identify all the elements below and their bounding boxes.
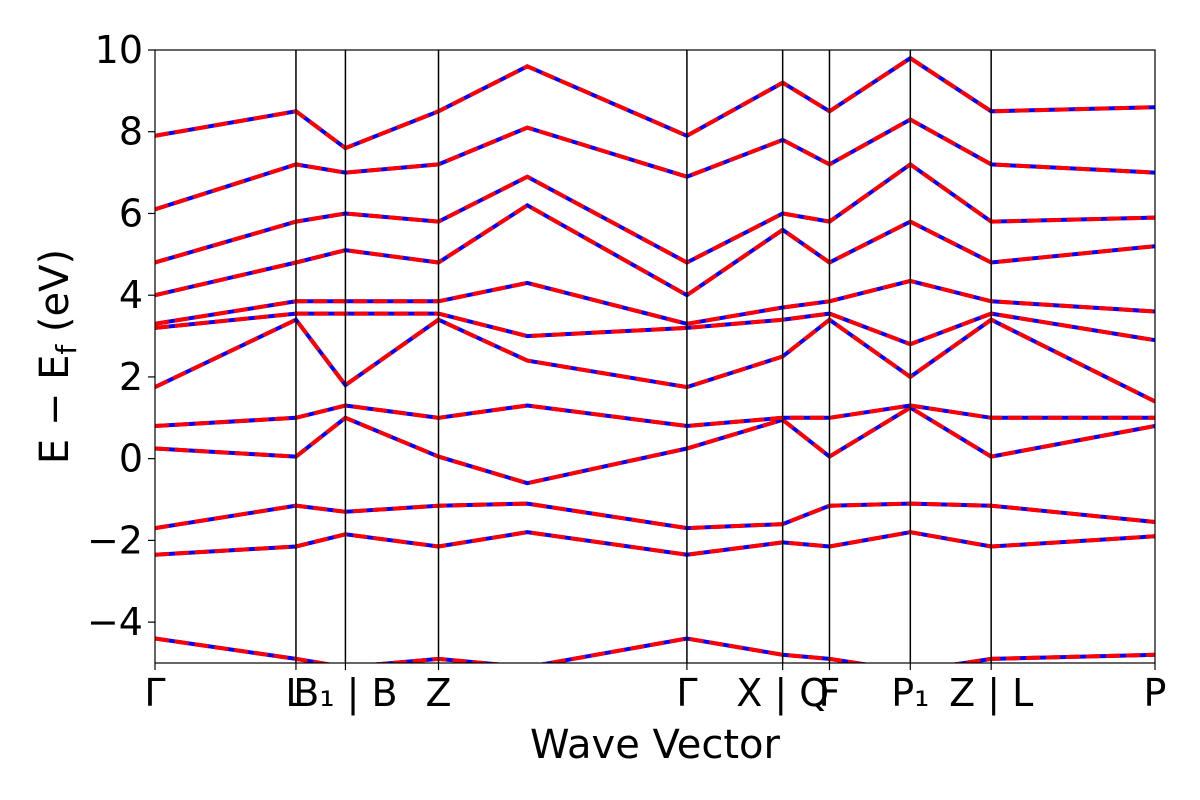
y-tick-label: 8 xyxy=(119,110,143,154)
kpoint-lines xyxy=(295,50,992,663)
band-dashed-8 xyxy=(155,202,1155,298)
band-dashed-4 xyxy=(155,403,1155,429)
band-dashed-9 xyxy=(155,161,1155,265)
band-dashed-0 xyxy=(155,636,1155,663)
y-tick-label: −4 xyxy=(87,600,143,644)
y-axis-label-main: E − E xyxy=(32,355,78,465)
band-solid-9 xyxy=(155,161,1155,265)
x-axis-ticks: Γ LB₁ | B Z Γ X | QF P₁ Z | L P xyxy=(144,663,1166,716)
y-tick-label: 0 xyxy=(119,437,143,481)
band-dashed-11 xyxy=(155,55,1155,151)
x-tick-label: B₁ | B xyxy=(293,671,397,716)
y-axis-label: E − Ef (eV) xyxy=(32,249,83,464)
x-tick-label: X | Q xyxy=(736,671,829,716)
band-solid-11 xyxy=(155,55,1155,151)
y-axis-ticks: −4 −2 0 2 4 6 8 10 xyxy=(87,28,155,644)
x-tick-label: F xyxy=(819,671,841,715)
y-tick-label: 2 xyxy=(119,355,143,399)
y-axis-label-sub: f xyxy=(50,344,83,355)
y-axis-label-tail: (eV) xyxy=(32,249,78,345)
x-axis-label: Wave Vector xyxy=(530,722,781,768)
y-tick-label: 4 xyxy=(119,273,143,317)
x-tick-label: Γ xyxy=(144,671,165,715)
band-dashed-5 xyxy=(155,317,1155,404)
y-tick-label: −2 xyxy=(87,518,143,562)
plot-frame xyxy=(154,49,1156,664)
band-dashed-1 xyxy=(155,530,1155,557)
x-tick-label: Γ xyxy=(676,671,697,715)
bands-layer xyxy=(155,55,1155,663)
y-tick-label: 10 xyxy=(95,28,143,72)
x-tick-label: Z | L xyxy=(949,671,1033,716)
x-tick-label: L xyxy=(285,671,306,715)
band-dashed-2 xyxy=(155,501,1155,531)
band-dashed-10 xyxy=(155,117,1155,212)
x-tick-label: P xyxy=(1144,671,1167,715)
y-tick-label: 6 xyxy=(119,191,143,235)
x-tick-label: P₁ xyxy=(891,671,929,715)
x-tick-label: Z xyxy=(425,671,451,715)
